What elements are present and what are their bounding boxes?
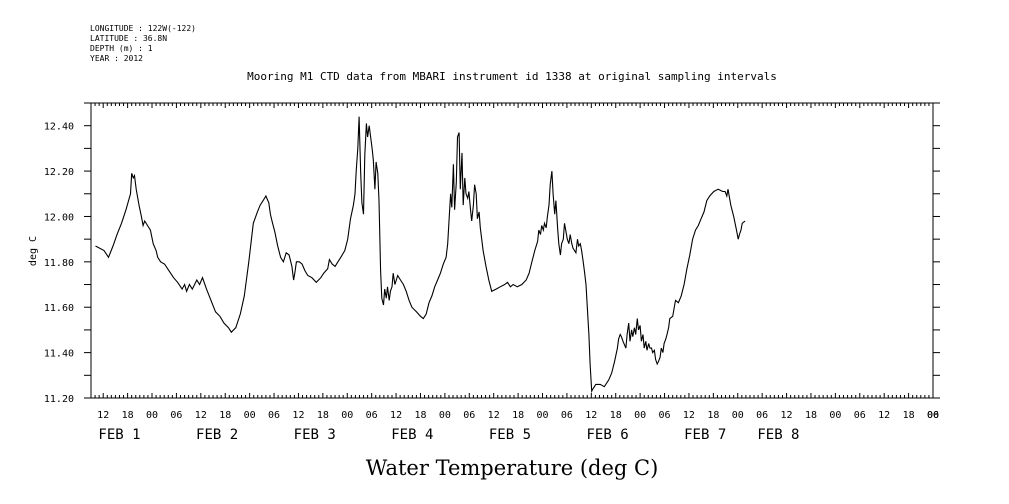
x-tick-label: 18: [805, 410, 817, 421]
x-tick-label: 12: [488, 410, 500, 421]
x-tick-label: 12: [292, 410, 304, 421]
x-tick-label: 12: [195, 410, 207, 421]
x-tick-label: 18: [903, 410, 915, 421]
x-axis-label: Water Temperature (deg C): [366, 456, 659, 480]
tick-marks: [84, 102, 940, 399]
metadata-line-latitude: LATITUDE : 36.8N: [90, 34, 167, 43]
x-tick-label: 18: [219, 410, 231, 421]
x-tick-label: 00: [146, 410, 158, 421]
x-tick-label: 00: [536, 410, 548, 421]
x-day-label: FEB 5: [489, 427, 531, 443]
metadata-block: LONGITUDE : 122W(-122) LATITUDE : 36.8N …: [90, 24, 196, 63]
y-tick-label: 11.80: [44, 258, 74, 269]
x-day-label: FEB 6: [587, 427, 629, 443]
y-tick-label: 12.00: [44, 212, 74, 223]
y-tick-label: 11.60: [44, 303, 74, 314]
x-tick-label: 18: [414, 410, 426, 421]
metadata-line-year: YEAR : 2012: [90, 54, 143, 63]
x-tick-label: 06: [927, 410, 939, 421]
x-tick-label: 00: [634, 410, 646, 421]
x-day-label: FEB 2: [196, 427, 238, 443]
x-tick-label: 12: [683, 410, 695, 421]
x-tick-label: 00: [244, 410, 256, 421]
metadata-line-longitude: LONGITUDE : 122W(-122): [90, 24, 196, 33]
y-tick-label: 11.20: [44, 394, 74, 405]
x-tick-label: 18: [512, 410, 524, 421]
x-tick-label: 00: [732, 410, 744, 421]
plot-frame: [90, 102, 934, 399]
x-tick-label: 12: [97, 410, 109, 421]
x-tick-label: 00: [341, 410, 353, 421]
plot-area: 11.20 11.40 11.60 11.80 12.00 12.20 12.40 12 18…: [44, 102, 940, 443]
x-tick-label: 00: [439, 410, 451, 421]
x-axis: 12 18 00 06 12 18 00 06 12 18 00 06 12 18 00 06 12 18 00 06…: [97, 410, 939, 421]
x-tick-label: 06: [170, 410, 182, 421]
x-tick-label: 12: [585, 410, 597, 421]
x-day-label: FEB 7: [684, 427, 726, 443]
x-tick-label: 12: [781, 410, 793, 421]
x-tick-label: 06: [268, 410, 280, 421]
x-tick-label: 06: [561, 410, 573, 421]
metadata-line-depth: DEPTH (m) : 1: [90, 44, 153, 53]
x-day-label: FEB 8: [757, 427, 799, 443]
x-tick-label: 00: [927, 410, 939, 421]
x-day-label: FEB 3: [294, 427, 336, 443]
x-axis-day-labels: FEB 1 FEB 2 FEB 3 FEB 4 FEB 5 FEB 6 FEB 7 FEB 8: [98, 427, 799, 443]
y-tick-label: 12.20: [44, 167, 74, 178]
x-tick-label: 00: [829, 410, 841, 421]
temperature-series-line: [95, 116, 746, 394]
x-tick-label: 18: [610, 410, 622, 421]
x-tick-label: 06: [756, 410, 768, 421]
x-tick-label: 12: [390, 410, 402, 421]
x-tick-label: 06: [854, 410, 866, 421]
chart-title: Mooring M1 CTD data from MBARI instrumen…: [247, 70, 777, 83]
y-tick-label: 12.40: [44, 122, 74, 133]
x-tick-label: 06: [659, 410, 671, 421]
y-tick-label: 11.40: [44, 349, 74, 360]
x-day-label: FEB 4: [391, 427, 433, 443]
y-axis: 11.20 11.40 11.60 11.80 12.00 12.20 12.40: [44, 122, 74, 405]
x-day-label: FEB 1: [98, 427, 140, 443]
x-tick-label: 18: [707, 410, 719, 421]
y-axis-label: deg C: [28, 236, 39, 266]
x-tick-label: 12: [878, 410, 890, 421]
x-tick-label: 18: [317, 410, 329, 421]
x-tick-label: 06: [366, 410, 378, 421]
x-tick-label: 18: [122, 410, 134, 421]
x-tick-label: 06: [463, 410, 475, 421]
